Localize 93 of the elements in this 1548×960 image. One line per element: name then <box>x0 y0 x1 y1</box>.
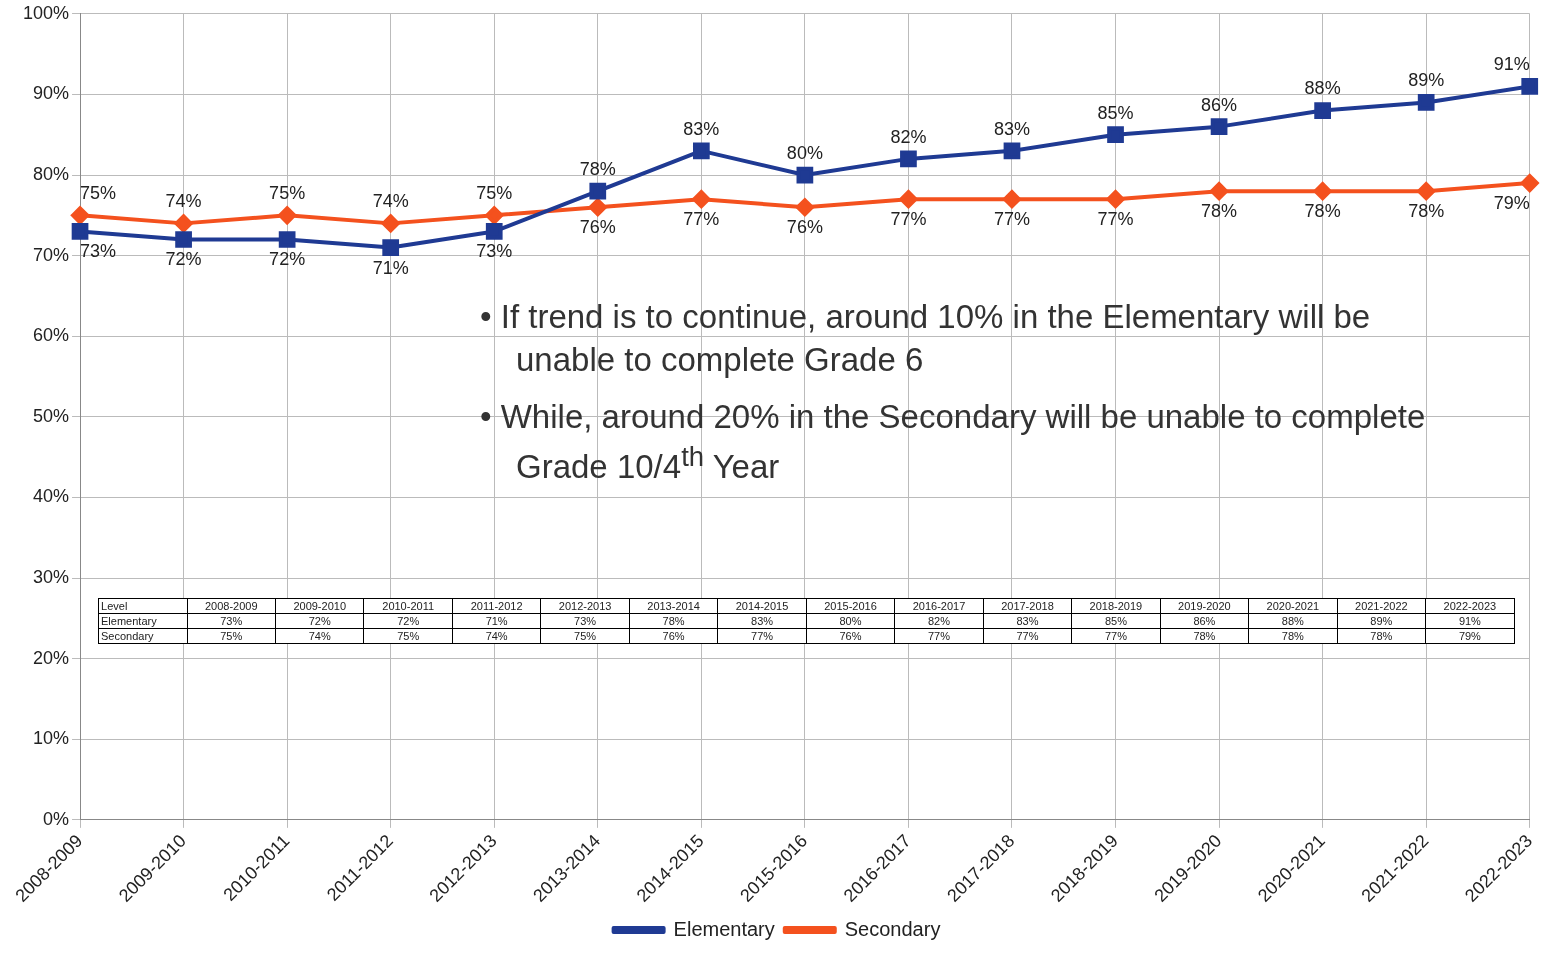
text: 89% <box>1370 615 1393 628</box>
text: 78% <box>662 615 685 628</box>
data-label: 78% <box>579 159 616 180</box>
category-label: 2022-2023 <box>1443 600 1497 613</box>
y-tick-label: 10% <box>33 728 70 749</box>
category-label: 2011-2012 <box>470 600 523 613</box>
text: 80% <box>839 615 862 628</box>
y-tick-label: 0% <box>43 808 70 829</box>
category-label: 2013-2014 <box>647 600 700 613</box>
data-label: 91% <box>1493 54 1530 75</box>
category-label: 2019-2020 <box>1178 600 1231 613</box>
text: 78% <box>1281 630 1304 643</box>
category-label: 2020-2021 <box>1266 600 1320 613</box>
y-tick-label: 20% <box>33 647 70 668</box>
category-label: 2021-2022 <box>1355 600 1408 613</box>
data-label: 82% <box>890 126 927 147</box>
category-label: 2018-2019 <box>1089 600 1143 613</box>
data-label: 85% <box>1097 102 1134 123</box>
text: 78% <box>1193 630 1216 643</box>
category-label: 2016-2017 <box>912 600 966 613</box>
y-tick-label: 60% <box>33 325 70 346</box>
text: 86% <box>1193 615 1216 628</box>
text: 75% <box>397 630 420 643</box>
text: 75% <box>220 630 243 643</box>
data-label: 76% <box>786 217 823 238</box>
text: Elementary <box>101 615 157 628</box>
text: 91% <box>1458 615 1481 628</box>
annotation: Level <box>98 598 187 614</box>
y-tick-label: 50% <box>33 405 70 426</box>
y-tick-label: 30% <box>33 567 70 588</box>
y-tick-label: 80% <box>33 163 70 184</box>
text: 83% <box>751 615 774 628</box>
text: Secondary <box>101 630 154 643</box>
data-label: 74% <box>165 191 202 212</box>
data-label: 78% <box>1408 201 1445 222</box>
text: 77% <box>751 630 774 643</box>
text: 79% <box>1458 630 1481 643</box>
data-label: 77% <box>1097 209 1134 230</box>
data-label: 72% <box>269 249 306 270</box>
y-tick-label: 100% <box>22 2 70 23</box>
data-label: 86% <box>1201 94 1238 115</box>
data-label: 73% <box>80 241 117 262</box>
text: 76% <box>662 630 685 643</box>
data-label: 75% <box>269 183 306 204</box>
text: 83% <box>1016 615 1039 628</box>
legend-label: Elementary <box>673 917 775 940</box>
text: 75% <box>574 630 597 643</box>
data-label: 73% <box>476 241 513 262</box>
data-label: 88% <box>1304 78 1341 99</box>
data-label: 77% <box>890 209 927 230</box>
data-label: 80% <box>786 142 823 163</box>
data-label: 78% <box>1304 201 1341 222</box>
category-label: 2017-2018 <box>1001 600 1054 613</box>
data-label: 79% <box>1493 193 1530 214</box>
text: 82% <box>927 615 950 628</box>
data-label: 77% <box>683 209 720 230</box>
data-label: 83% <box>683 118 720 139</box>
text: 73% <box>220 615 243 628</box>
text: 73% <box>574 615 597 628</box>
text: 72% <box>308 615 331 628</box>
category-label: 2012-2013 <box>558 600 612 613</box>
text: 77% <box>1016 630 1039 643</box>
data-label: 75% <box>80 183 117 204</box>
text: 74% <box>485 630 508 643</box>
text: 77% <box>1104 630 1127 643</box>
data-label: 76% <box>579 217 616 238</box>
data-label: 74% <box>372 191 409 212</box>
category-label: 2009-2010 <box>293 600 346 613</box>
data-label: 77% <box>993 209 1030 230</box>
data-label: 78% <box>1201 201 1238 222</box>
y-tick-label: 90% <box>33 83 70 104</box>
text: 85% <box>1104 615 1127 628</box>
annotation: • If trend is to continue, around 10% in the Elementary will be unable to complete Grade 6 <box>480 297 1372 380</box>
text: 88% <box>1281 615 1304 628</box>
text: 74% <box>308 630 331 643</box>
data-label: 71% <box>372 257 409 278</box>
annotation: • While, around 20% in the Secondary will be unable to complete Grade 10/4$^{th}$ Year <box>480 396 1427 487</box>
data-label: 72% <box>165 249 202 270</box>
category-label: 2014-2015 <box>735 600 789 613</box>
text: 77% <box>927 630 950 643</box>
category-label: 2010-2011 <box>382 600 435 613</box>
data-label: 89% <box>1408 70 1445 91</box>
text: 71% <box>485 615 508 628</box>
data-label: 83% <box>993 118 1030 139</box>
text: 76% <box>839 630 862 643</box>
category-label: 2008-2009 <box>204 600 258 613</box>
legend-label: Secondary <box>844 917 941 940</box>
text: 78% <box>1370 630 1393 643</box>
category-label: 2015-2016 <box>824 600 877 613</box>
data-label: 75% <box>476 183 513 204</box>
text: 72% <box>397 615 420 628</box>
y-tick-label: 40% <box>33 486 70 507</box>
y-tick-label: 70% <box>33 244 70 265</box>
